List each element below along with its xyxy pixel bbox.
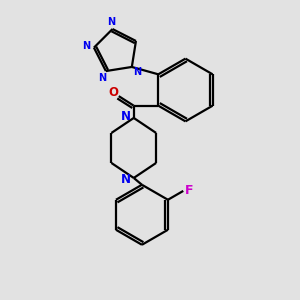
Text: F: F (185, 184, 194, 197)
Text: N: N (121, 173, 131, 186)
Text: N: N (107, 16, 116, 26)
Text: N: N (133, 67, 141, 77)
Text: O: O (109, 86, 119, 99)
Text: N: N (121, 110, 131, 123)
Text: N: N (98, 73, 106, 83)
Text: N: N (82, 41, 91, 51)
